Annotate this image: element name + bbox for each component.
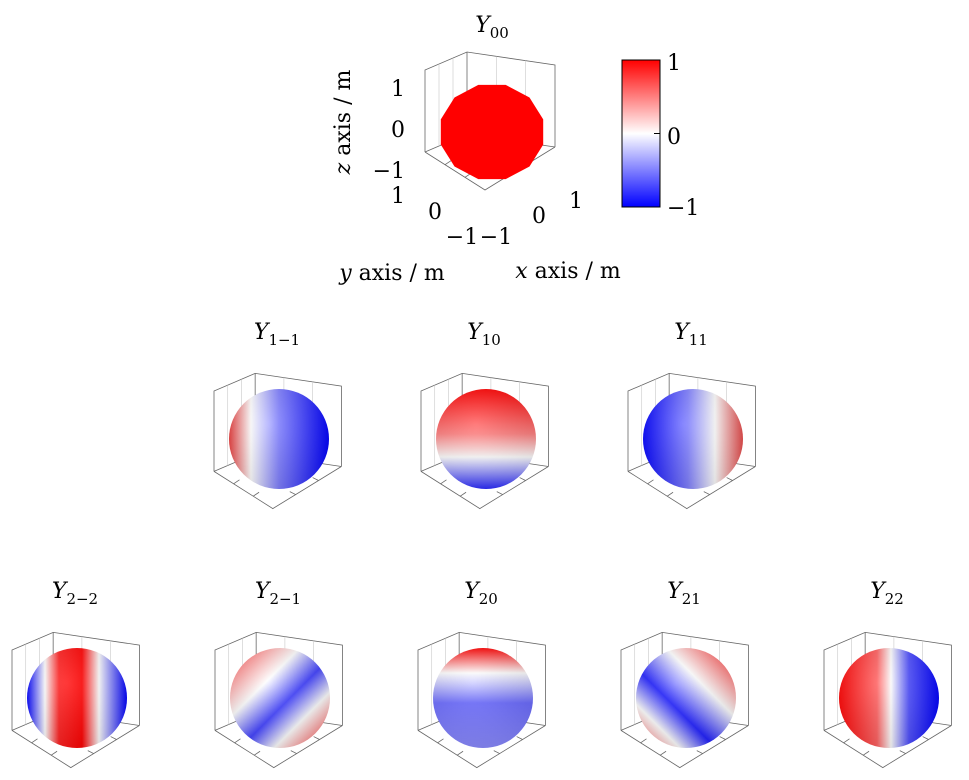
row2-panel-box	[11, 631, 140, 769]
row2-panel-title: Y20	[464, 579, 498, 608]
sphere-shading	[636, 648, 736, 748]
axis-tick	[289, 491, 296, 495]
colorbar-tick-label: −1	[667, 196, 699, 221]
axis-tick	[252, 491, 260, 497]
box-floor-front	[214, 725, 343, 769]
x-tick-label: 0	[532, 204, 546, 229]
row2-panel-box	[214, 631, 343, 769]
z-tick-label: 1	[391, 77, 405, 102]
row2-panel-box	[620, 631, 749, 769]
box-floor-front	[11, 725, 140, 769]
y-axis-label: y axis / m	[338, 261, 445, 286]
z-axis-label: z axis / m	[331, 70, 356, 176]
sphere-shading	[230, 648, 330, 748]
axis-tick	[110, 736, 117, 740]
axis-tick	[843, 738, 850, 744]
axis-tick	[31, 738, 38, 744]
axis-tick	[899, 750, 906, 754]
axis-tick	[456, 750, 464, 756]
row2-panel-box	[417, 631, 546, 769]
sphere-shading	[27, 648, 127, 748]
row2-panel-title: Y2−2	[52, 579, 98, 608]
colorbar-tick-label: 0	[667, 125, 681, 150]
sphere-shading	[229, 389, 329, 489]
axis-tick	[640, 738, 647, 744]
axis-tick	[493, 750, 500, 754]
colorbar-tick-label: 1	[667, 51, 681, 76]
axis-tick	[719, 736, 726, 740]
axis-tick	[233, 479, 240, 485]
row2-panel-box	[823, 631, 952, 769]
axis-tick	[313, 736, 320, 740]
row1-panel-box	[627, 372, 756, 510]
title-y00: Y00	[475, 13, 509, 42]
axis-tick	[726, 477, 733, 481]
x-axis-label: x axis / m	[515, 259, 621, 284]
axis-tick	[290, 750, 297, 754]
y-tick-label: −1	[446, 225, 478, 250]
x-tick-label: −1	[480, 225, 512, 250]
box-floor-front	[627, 466, 756, 510]
sphere-shading	[433, 648, 533, 748]
axis-tick	[234, 738, 241, 744]
y-tick-label: 0	[428, 200, 442, 225]
axis-tick	[50, 750, 58, 756]
sphere-shading	[839, 648, 939, 748]
box-floor-front	[620, 725, 749, 769]
row1-panel-box	[420, 372, 549, 510]
axis-tick	[862, 750, 870, 756]
row1-panel-title: Y11	[674, 320, 708, 349]
axis-tick	[922, 736, 929, 740]
x-tick-label: 1	[569, 189, 583, 214]
row1-panel-title: Y1−1	[254, 320, 300, 349]
axis-tick	[666, 491, 674, 497]
axis-tick	[659, 750, 667, 756]
box-floor-front	[417, 725, 546, 769]
axis-tick	[87, 750, 94, 754]
axis-tick	[516, 736, 523, 740]
axis-tick	[703, 491, 710, 495]
axis-tick	[440, 479, 447, 485]
y-tick-label: 1	[391, 184, 405, 209]
axis-tick	[696, 750, 703, 754]
axis-tick	[444, 160, 452, 165]
sphere-y00	[440, 84, 544, 180]
row1-panel-title: Y10	[467, 320, 501, 349]
axis-tick	[253, 750, 261, 756]
row2-panel-title: Y21	[667, 579, 701, 608]
axis-tick	[496, 491, 503, 495]
top-plot-box	[424, 51, 556, 191]
axis-tick	[312, 477, 319, 481]
row1-panel-box	[213, 372, 342, 510]
z-tick-label: 0	[391, 118, 405, 143]
axis-tick	[437, 738, 444, 744]
axis-tick	[519, 477, 526, 481]
row2-panel-title: Y22	[870, 579, 904, 608]
box-floor-front	[420, 466, 549, 510]
colorbar-gradient	[621, 59, 661, 208]
axis-tick	[647, 479, 654, 485]
axis-tick	[459, 491, 467, 497]
sphere-shading	[436, 389, 536, 489]
row2-panel-title: Y2−1	[255, 579, 301, 608]
colorbar: 1 0 −1	[621, 51, 699, 221]
box-floor-front	[213, 466, 342, 510]
box-floor-front	[823, 725, 952, 769]
z-tick-label: −1	[373, 159, 405, 184]
sphere-shading	[643, 389, 743, 489]
